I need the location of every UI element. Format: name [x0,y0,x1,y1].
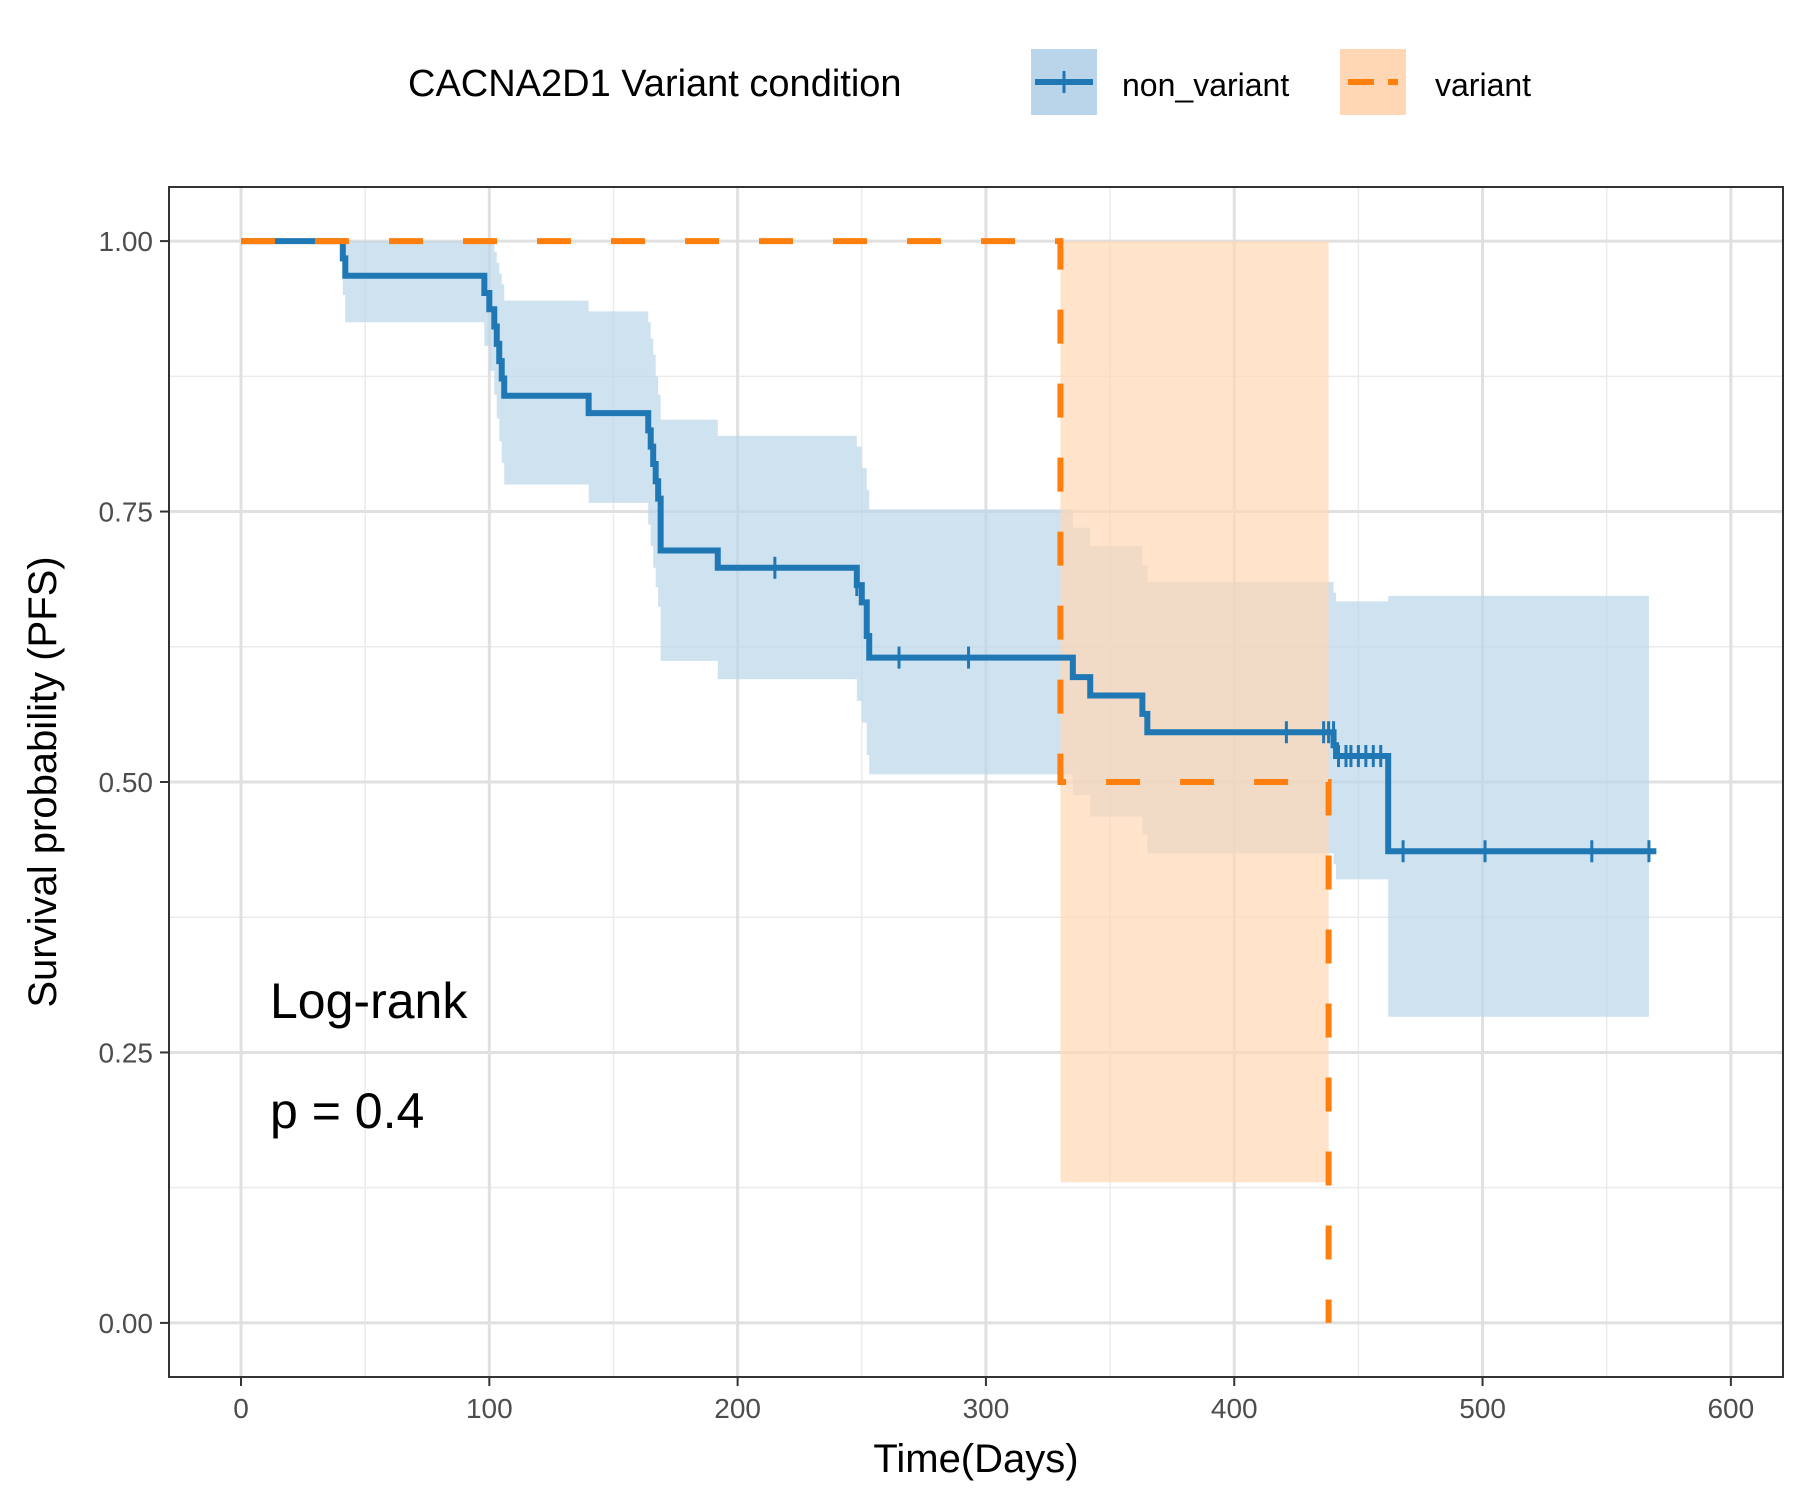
pvalue-label: p = 0.4 [270,1083,424,1139]
x-tick-label: 500 [1459,1393,1506,1424]
censor-marks [773,556,1651,863]
axes: 0 100 200 300 400 500 600 0.00 0.25 0.50 0.75 1.00 [99,226,1755,1424]
x-tick-label: 100 [466,1393,513,1424]
legend-label-non-variant: non_variant [1122,67,1289,103]
ci-band-non-variant [241,241,1649,1017]
y-tick-label: 0.00 [99,1308,154,1339]
y-tick-label: 0.50 [99,767,154,798]
curve-variant [241,238,1332,1323]
x-tick-label: 400 [1211,1393,1258,1424]
x-tick-label: 0 [233,1393,249,1424]
ci-band-variant [1060,241,1329,1183]
x-axis-title: Time(Days) [873,1437,1078,1481]
confidence-bands [241,241,1649,1183]
legend-label-variant: variant [1435,67,1531,103]
y-tick-label: 0.75 [99,497,154,528]
y-tick-label: 0.25 [99,1037,154,1068]
legend: CACNA2D1 Variant condition non_variant v… [408,49,1531,115]
y-axis-title: Survival probability (PFS) [21,556,65,1007]
y-tick-label: 1.00 [99,226,154,257]
survival-curves [241,238,1657,1323]
legend-title: CACNA2D1 Variant condition [408,63,902,105]
x-tick-label: 200 [714,1393,761,1424]
x-tick-label: 300 [963,1393,1010,1424]
logrank-label: Log-rank [270,973,468,1029]
curve-non-variant [241,238,1657,855]
x-tick-label: 600 [1707,1393,1754,1424]
